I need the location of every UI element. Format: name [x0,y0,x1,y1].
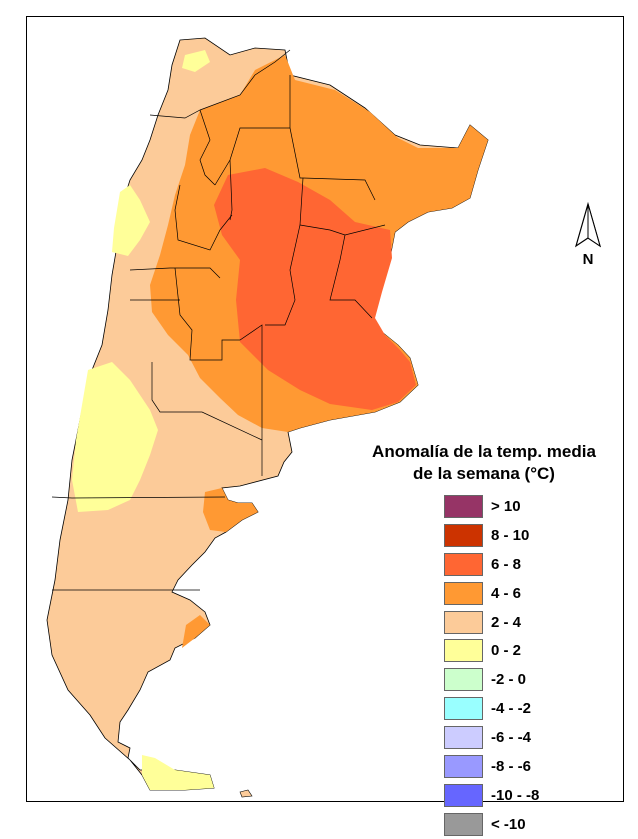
legend-label: 6 - 8 [491,555,522,573]
legend-swatch [444,697,483,721]
legend-title-line-1: Anomalía de la temp. media [372,442,596,461]
legend-item: 8 - 10 [444,521,539,550]
province-boundaries [51,49,386,591]
legend-label: -4 - -2 [491,700,532,718]
legend-label: -8 - -6 [491,757,532,775]
legend-title-line-2: de la semana (°C) [413,464,555,483]
legend-swatch [444,552,483,576]
legend-item: < -10 [444,810,539,839]
anomaly-zone-0-2-tierra-del-fuego [142,755,214,790]
legend-item: 6 - 8 [444,550,539,579]
island [239,789,253,798]
legend-label: 8 - 10 [491,526,530,544]
legend-label: -10 - -8 [491,786,540,804]
anomaly-zone-0-2-cuyo [112,185,150,256]
legend-title: Anomalía de la temp. media de la semana … [346,441,622,485]
legend-swatch [444,523,483,547]
anomaly-zone-4-6-santa-cruz-coast [182,615,210,648]
argentina-temperature-anomaly-map [46,37,489,798]
legend-label: -2 - 0 [491,671,527,689]
north-arrow: N [568,201,608,268]
legend-item: 4 - 6 [444,579,539,608]
legend-swatch [444,639,483,663]
legend-item: > 10 [444,492,539,521]
north-arrow-icon [574,201,602,248]
anomaly-zone-6-8 [214,168,416,410]
legend-swatch [444,581,483,605]
legend-swatch [444,494,483,518]
legend-label: 4 - 6 [491,584,522,602]
legend: > 10 8 - 10 6 - 8 4 - 6 2 - 4 0 - 2 -2 - 0 -4 -… [444,492,539,839]
legend-swatch [444,668,483,692]
legend-label: > 10 [491,497,521,515]
legend-item: -10 - -8 [444,781,539,810]
legend-swatch [444,726,483,750]
legend-swatch [444,754,483,778]
anomaly-zone-0-2-patagonia [72,362,158,512]
anomaly-zone-4-6-chubut-coast [203,488,258,532]
legend-item: -4 - -2 [444,694,539,723]
legend-item: -8 - -6 [444,752,539,781]
legend-label: 2 - 4 [491,613,522,631]
legend-label: 0 - 2 [491,642,522,660]
legend-swatch [444,783,483,807]
legend-item: -6 - -4 [444,723,539,752]
north-label: N [582,251,594,268]
legend-swatch [444,812,483,836]
legend-item: 2 - 4 [444,608,539,637]
legend-label: < -10 [491,815,526,833]
anomaly-zone-0-2-north [182,50,210,72]
legend-item: 0 - 2 [444,636,539,665]
legend-swatch [444,610,483,634]
legend-item: -2 - 0 [444,665,539,694]
legend-label: -6 - -4 [491,729,532,747]
